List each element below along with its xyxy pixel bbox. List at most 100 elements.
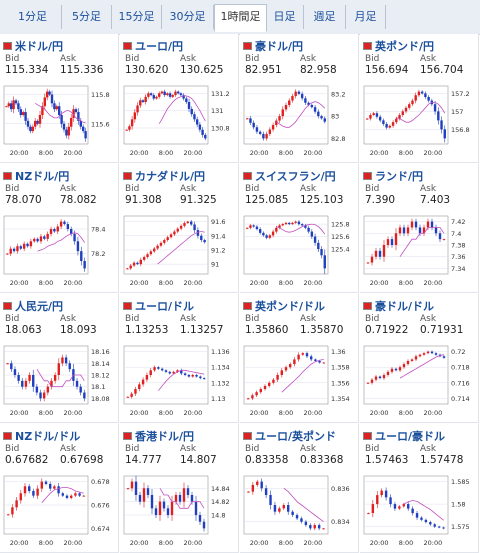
candle-body — [268, 235, 272, 238]
x-tick-label: 8:00 — [399, 539, 414, 547]
ask-label: Ask — [180, 444, 197, 454]
candle-body — [269, 494, 272, 505]
candle-body — [36, 120, 39, 124]
pair-name: NZドル/円 — [15, 170, 70, 183]
rate-card[interactable]: 英ポンド/円 Bid Ask 156.694 156.704 157.2 157 156.8 2… — [360, 34, 479, 163]
y-tick-label: 82.8 — [331, 135, 345, 143]
candle-body — [195, 375, 198, 377]
candle-body — [263, 385, 267, 390]
card-title[interactable]: 人民元/円 — [3, 298, 63, 313]
rate-card[interactable]: 豪ドル/ドル Bid Ask 0.71922 0.71931 0.72 0.718 0.716… — [360, 294, 479, 423]
tab-4[interactable]: 1時間足 — [214, 4, 267, 32]
x-tick-label: 8:00 — [279, 279, 294, 287]
candle-body — [128, 126, 131, 130]
rate-card[interactable]: 豪ドル/円 Bid Ask 82.951 82.958 83.2 83 82.8 20:00 8:… — [240, 34, 359, 163]
tab-6[interactable]: 週足 — [304, 5, 346, 29]
candle-body — [176, 228, 179, 232]
rate-card[interactable]: スイスフラン/円 Bid Ask 125.085 125.103 125.8 125.6 12… — [240, 164, 359, 293]
rate-card[interactable]: ユーロ/ドル Bid Ask 1.13253 1.13257 1.136 1.134 1.13… — [120, 294, 239, 423]
card-title[interactable]: 香港ドル/円 — [123, 428, 194, 443]
tab-5[interactable]: 日足 — [266, 5, 304, 29]
rate-card[interactable]: 香港ドル/円 Bid Ask 14.777 14.807 14.84 14.82 14.8 20… — [120, 424, 239, 553]
candle-body — [149, 251, 153, 255]
candle-body — [6, 363, 9, 365]
ask-value: 130.625 — [180, 64, 224, 76]
card-title[interactable]: NZドル/円 — [3, 168, 70, 183]
candle-body — [74, 109, 78, 113]
candle-body — [84, 131, 87, 139]
rate-card[interactable]: ユーロ/豪ドル Bid Ask 1.57463 1.57478 1.585 1.58 1.57… — [360, 424, 479, 553]
card-title[interactable]: ユーロ/ドル — [123, 298, 194, 313]
card-title[interactable]: 英ポンド/ドル — [243, 298, 326, 313]
candle-body — [251, 484, 255, 492]
card-title[interactable]: カナダドル/円 — [123, 168, 205, 183]
y-tick-label: 91.4 — [211, 232, 225, 240]
x-tick-label: 20:00 — [370, 409, 389, 417]
bid-value: 7.390 — [365, 194, 396, 206]
card-title[interactable]: ランド/円 — [363, 168, 423, 183]
plot-frame — [3, 215, 89, 275]
candle-body — [268, 382, 271, 386]
candle-body — [282, 505, 285, 509]
ask-label: Ask — [300, 314, 317, 324]
pair-name: 英ポンド/ドル — [255, 300, 326, 313]
card-title[interactable]: ユーロ/英ポンド — [243, 428, 336, 443]
rate-card[interactable]: NZドル/円 Bid Ask 78.070 78.082 78.4 78.2 20:00 8:0… — [0, 164, 119, 293]
rate-card[interactable]: ランド/円 Bid Ask 7.390 7.403 7.42 7.4 7.38 7.36 7.34… — [360, 164, 479, 293]
card-title[interactable]: ユーロ/豪ドル — [363, 428, 445, 443]
candle-body — [141, 379, 145, 385]
bid-label: Bid — [245, 314, 260, 324]
candle-body — [394, 368, 398, 371]
rate-card[interactable]: ユーロ/円 Bid Ask 130.620 130.625 131.2 131 130.8 20… — [120, 34, 239, 163]
candle-body — [60, 115, 63, 124]
card-title[interactable]: 米ドル/円 — [3, 38, 63, 53]
rate-card[interactable]: 英ポンド/ドル Bid Ask 1.35860 1.35870 1.36 1.358 1.35… — [240, 294, 359, 423]
bid-value: 0.67682 — [5, 454, 49, 466]
candle-body — [61, 357, 64, 364]
x-tick-label: 20:00 — [184, 539, 203, 547]
y-tick-label: 0.714 — [451, 395, 470, 403]
rate-card[interactable]: ユーロ/英ポンド Bid Ask 0.83358 0.83368 0.836 0.834 20… — [240, 424, 359, 553]
candle-body — [21, 380, 24, 387]
tab-3[interactable]: 30分足 — [162, 5, 214, 29]
tab-1[interactable]: 5分足 — [62, 5, 112, 29]
card-title[interactable]: NZドル/ドル — [3, 428, 80, 443]
ask-label: Ask — [60, 184, 77, 194]
y-tick-label: 1.13 — [211, 395, 225, 403]
card-title[interactable]: 英ポンド/円 — [363, 38, 434, 53]
card-title[interactable]: スイスフラン/円 — [243, 168, 336, 183]
ask-value: 91.325 — [180, 194, 217, 206]
rate-card[interactable]: 人民元/円 Bid Ask 18.063 18.093 18.16 18.14 18.12 18… — [0, 294, 119, 423]
candle-body — [429, 522, 432, 525]
candle-body — [201, 129, 204, 135]
candle-body — [390, 368, 394, 372]
candle-body — [437, 111, 440, 121]
x-tick-label: 8:00 — [39, 279, 54, 287]
rate-card[interactable]: 米ドル/円 Bid Ask 115.334 115.336 115.8 115.6 20:00… — [0, 34, 119, 163]
candle-body — [63, 221, 66, 225]
candle-body — [388, 125, 392, 128]
ask-value: 0.83368 — [300, 454, 344, 466]
rate-card[interactable]: NZドル/ドル Bid Ask 0.67682 0.67698 0.678 0.676 0.6… — [0, 424, 119, 553]
candle-body — [310, 104, 314, 108]
candle-body — [9, 248, 12, 254]
tab-0[interactable]: 1分足 — [4, 5, 62, 29]
card-title[interactable]: 豪ドル/円 — [243, 38, 303, 53]
candle-body — [193, 114, 196, 120]
tab-7[interactable]: 月足 — [346, 5, 386, 29]
candle-body — [406, 227, 410, 234]
candle-body — [424, 93, 427, 98]
candle-body — [382, 375, 386, 379]
card-title[interactable]: 豪ドル/ドル — [363, 298, 435, 313]
plot-frame — [243, 215, 329, 275]
pair-name: 豪ドル/ドル — [375, 300, 435, 313]
tab-2[interactable]: 15分足 — [112, 5, 162, 29]
candle-body — [134, 481, 138, 495]
candle-body — [70, 228, 73, 234]
rate-card[interactable]: カナダドル/円 Bid Ask 91.308 91.325 91.6 91.4 91.2 91 2… — [120, 164, 239, 293]
x-tick-label: 20:00 — [250, 539, 269, 547]
candle-body — [73, 233, 76, 242]
candle-body — [19, 493, 22, 501]
y-tick-label: 1.575 — [451, 523, 470, 531]
card-title[interactable]: ユーロ/円 — [123, 38, 183, 53]
